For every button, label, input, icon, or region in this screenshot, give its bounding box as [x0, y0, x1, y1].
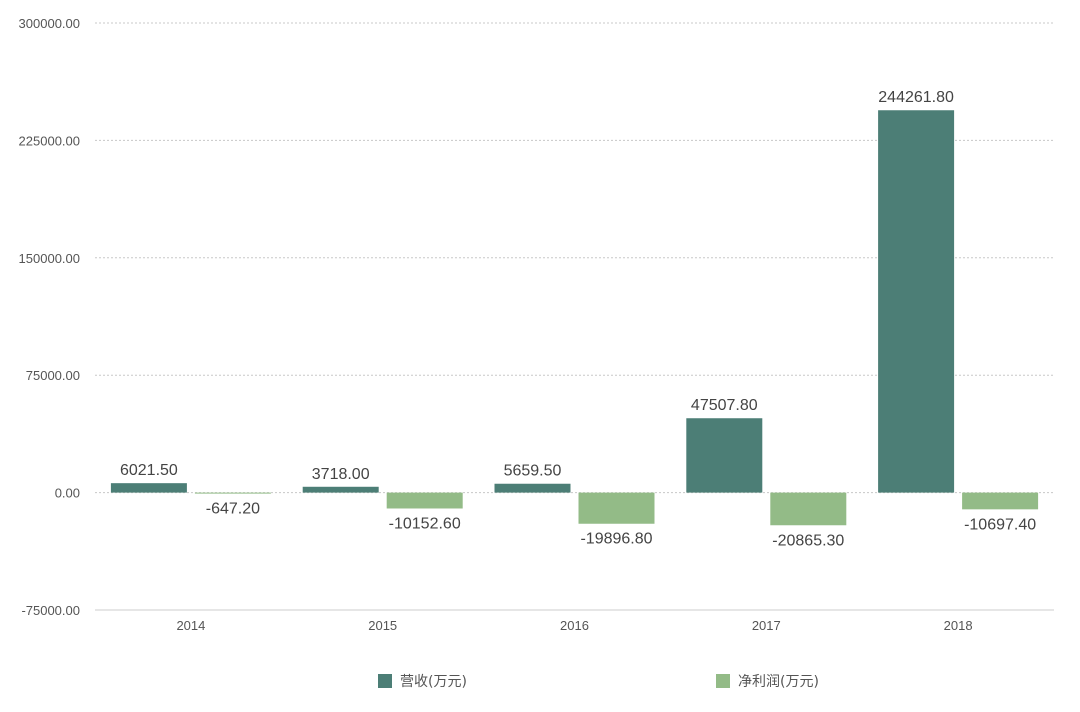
legend-label: 营收(万元): [400, 674, 467, 690]
legend-swatch: [378, 674, 392, 688]
data-label: 47507.80: [691, 397, 758, 414]
x-tick-label: 2014: [176, 618, 205, 633]
data-label: -10697.40: [964, 516, 1036, 533]
data-label: 3718.00: [312, 466, 370, 483]
bar-net-profit: [386, 492, 463, 509]
legend: 营收(万元) 净利润(万元): [378, 674, 819, 690]
y-tick-label: 75000.00: [26, 368, 80, 383]
legend-swatch: [716, 674, 730, 688]
y-tick-label: 150000.00: [19, 251, 80, 266]
bar-revenue: [686, 418, 763, 493]
data-label: -20865.30: [772, 532, 844, 549]
bar-revenue: [494, 483, 571, 493]
bar-revenue: [302, 486, 379, 493]
data-label: 5659.50: [504, 463, 562, 480]
data-label: -647.20: [206, 501, 260, 518]
x-tick-label: 2017: [752, 618, 781, 633]
data-label: -10152.60: [389, 515, 461, 532]
y-tick-label: 0.00: [55, 486, 80, 501]
bar-net-profit: [194, 492, 271, 494]
bar-revenue: [110, 483, 187, 493]
data-label: 6021.50: [120, 462, 178, 479]
x-tick-label: 2018: [944, 618, 973, 633]
data-labels: 6021.50 -647.20 3718.00 -10152.60 5659.50 -19…: [120, 89, 1036, 549]
y-tick-label: -75000.00: [21, 603, 80, 618]
bar-revenue: [878, 110, 955, 493]
x-tick-label: 2015: [368, 618, 397, 633]
bar-net-profit: [578, 492, 655, 524]
axes: -75000.00 0.00 75000.00 150000.00 225000.00 3…: [19, 16, 1054, 633]
bars: [110, 110, 1039, 526]
bar-net-profit: [770, 492, 847, 526]
data-label: -19896.80: [580, 531, 652, 548]
legend-label: 净利润(万元): [738, 674, 819, 690]
bar-net-profit: [962, 492, 1039, 510]
x-tick-label: 2016: [560, 618, 589, 633]
data-label: 244261.80: [878, 89, 954, 106]
y-tick-label: 225000.00: [19, 133, 80, 148]
y-tick-label: 300000.00: [19, 16, 80, 31]
